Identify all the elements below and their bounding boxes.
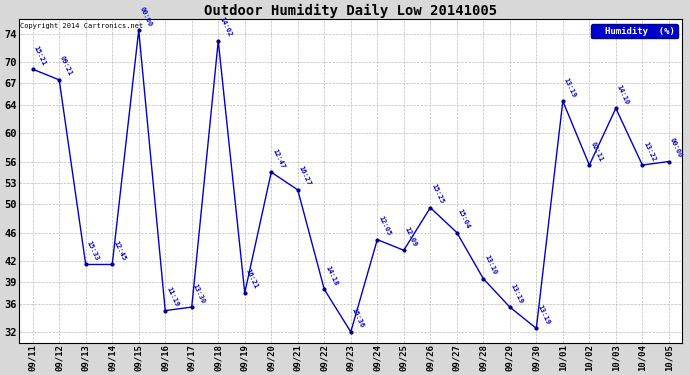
Text: 13:10: 13:10: [483, 254, 497, 276]
Text: 16:21: 16:21: [245, 268, 259, 290]
Text: 12:47: 12:47: [271, 147, 286, 170]
Text: 15:33: 15:33: [86, 240, 100, 262]
Text: 14:02: 14:02: [218, 16, 233, 38]
Text: 16:27: 16:27: [298, 165, 312, 187]
Text: Copyright 2014 Cartronics.net: Copyright 2014 Cartronics.net: [20, 23, 144, 29]
Text: 12:45: 12:45: [112, 240, 127, 262]
Text: 02:11: 02:11: [589, 140, 604, 162]
Legend: Humidity  (%): Humidity (%): [591, 24, 678, 38]
Text: 15:36: 15:36: [351, 307, 365, 329]
Text: 14:10: 14:10: [616, 84, 630, 105]
Text: 09:21: 09:21: [59, 55, 74, 77]
Text: 13:30: 13:30: [192, 282, 206, 304]
Text: 15:21: 15:21: [32, 45, 47, 66]
Text: 13:19: 13:19: [510, 282, 524, 304]
Text: 15:25: 15:25: [431, 183, 445, 205]
Text: 00:00: 00:00: [669, 137, 683, 159]
Text: 13:22: 13:22: [642, 140, 657, 162]
Text: 14:18: 14:18: [324, 265, 339, 286]
Text: 11:19: 11:19: [165, 286, 179, 308]
Text: 00:00: 00:00: [139, 6, 153, 27]
Text: 12:05: 12:05: [377, 215, 392, 237]
Title: Outdoor Humidity Daily Low 20141005: Outdoor Humidity Daily Low 20141005: [204, 4, 497, 18]
Text: 12:09: 12:09: [404, 226, 418, 248]
Text: 13:19: 13:19: [536, 304, 551, 326]
Text: 15:04: 15:04: [457, 208, 471, 230]
Text: 13:19: 13:19: [563, 76, 578, 98]
